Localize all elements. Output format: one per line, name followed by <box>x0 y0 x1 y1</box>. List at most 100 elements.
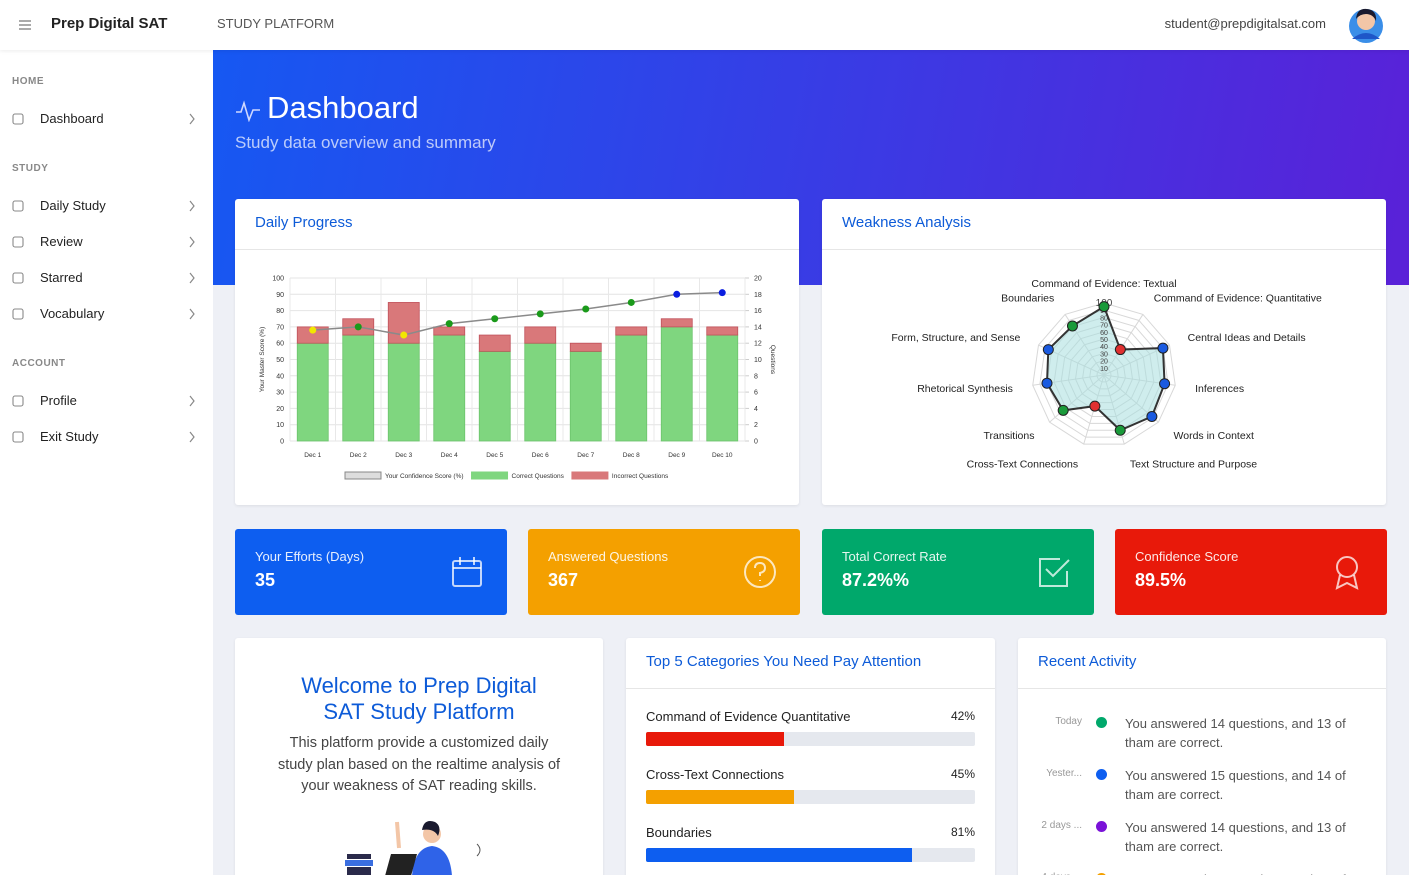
chevron <box>189 236 195 248</box>
weakness-radar: 102030405060708090100Command of Evidence… <box>891 278 1322 470</box>
y-axis-label: Your Master Score (%) <box>259 327 266 393</box>
y-tick-label: 30 <box>276 390 284 397</box>
activity-time: 4 days ... <box>1018 872 1082 875</box>
radar-grid <box>1039 309 1169 438</box>
chevron-shape <box>189 200 195 212</box>
radar-tick-label: 30 <box>1100 351 1108 358</box>
menu-icon[interactable] <box>18 19 32 31</box>
y-tick-label: 0 <box>280 439 284 446</box>
bar <box>706 334 739 442</box>
nav-item[interactable]: Exit Study <box>0 419 213 455</box>
progress-track <box>646 848 975 862</box>
chevron-shape <box>189 236 195 248</box>
y-tick-label: 20 <box>276 406 284 413</box>
y2-tick-label: 16 <box>754 308 762 315</box>
y-tick-label: 100 <box>272 276 284 283</box>
radar-label: Cross-Text Connections <box>967 458 1078 470</box>
bar <box>478 334 511 352</box>
nav-item[interactable]: Daily Study <box>0 188 213 224</box>
y-tick-label: 60 <box>276 341 284 348</box>
activity-row: Yester... You answered 15 questions, and … <box>1018 746 1386 802</box>
category-row: Cross-Text Connections 45% <box>626 747 995 805</box>
radar-point <box>1146 410 1158 422</box>
icon-shape <box>12 113 24 125</box>
x-tick-label: Dec 6 <box>532 452 549 459</box>
avatar[interactable] <box>1346 5 1386 45</box>
activity-time: Yester... <box>1046 768 1082 779</box>
x-tick-label: Dec 10 <box>712 452 733 459</box>
chevron-shape <box>189 113 195 125</box>
line-point <box>491 315 499 323</box>
nav-icon <box>12 236 24 248</box>
icon-shape <box>12 431 24 443</box>
nav-item[interactable]: Dashboard <box>0 101 213 137</box>
line-point <box>445 320 453 328</box>
y2-tick-label: 4 <box>754 406 758 413</box>
activity-row: 4 days ... You answered 12 questions, and… <box>1018 850 1386 875</box>
icon-shape <box>12 236 24 248</box>
radar-label: Transitions <box>984 430 1035 442</box>
bar <box>524 326 557 344</box>
activity-dot <box>1096 717 1107 728</box>
legend-label: Your Confidence Score (%) <box>385 473 464 480</box>
y2-axis-label: Questions <box>769 345 776 375</box>
icon-shape <box>12 200 24 212</box>
radar-point <box>1066 320 1078 332</box>
brand[interactable]: Prep Digital SAT <box>51 15 168 32</box>
line <box>312 291 723 336</box>
radar-tick-label: 20 <box>1100 359 1108 366</box>
nav-icon <box>12 200 24 212</box>
bar <box>569 350 602 442</box>
x-tick-label: Dec 5 <box>486 452 503 459</box>
y2-tick-label: 8 <box>754 373 758 380</box>
nav-item[interactable]: Review <box>0 224 213 260</box>
progress-track <box>646 732 975 746</box>
y-tick-label: 90 <box>276 292 284 299</box>
radar-label: Central Ideas and Details <box>1188 332 1306 344</box>
line-point <box>718 289 726 297</box>
nav-item[interactable]: Profile <box>0 383 213 419</box>
bar <box>660 318 693 328</box>
user-email[interactable]: student@prepdigitalsat.com <box>1164 16 1326 31</box>
activity-text: You answered 14 questions, and 13 of tha… <box>1125 716 1346 750</box>
radar-tick-label: 60 <box>1100 330 1108 337</box>
bar <box>569 342 602 352</box>
radar-tick-label: 70 <box>1100 323 1108 330</box>
y-tick-label: 50 <box>276 357 284 364</box>
section-title: STUDY <box>12 163 49 174</box>
category-percent: 42% <box>950 709 975 723</box>
welcome-text: This platform provide a customized daily… <box>277 735 561 794</box>
weakness-card: Weakness Analysis 102030405060708090100C… <box>822 199 1386 505</box>
radar-point <box>1159 378 1171 390</box>
nav-item[interactable]: Vocabulary <box>0 296 213 332</box>
section-title: HOME <box>12 76 44 87</box>
stat-card: Total Correct Rate 87.2%% <box>822 529 1094 615</box>
bar <box>615 326 648 336</box>
daily-progress-card: Daily Progress 0 10 20 30 40 50 60 70 80 90 100 0 2 4… <box>235 199 799 505</box>
stat-value: 87.2%% <box>842 570 910 590</box>
radar-label: Command of Evidence: Quantitative <box>1154 293 1322 305</box>
y2-tick-label: 2 <box>754 422 758 429</box>
card-title: Weakness Analysis <box>822 199 1386 250</box>
page-subtitle: Study data overview and summary <box>235 133 496 152</box>
category-row: Boundaries 81% <box>626 805 995 863</box>
bar <box>524 342 557 442</box>
line-point <box>309 326 317 334</box>
radar-label: Rhetorical Synthesis <box>917 383 1013 395</box>
y2-tick-label: 0 <box>754 439 758 446</box>
card-title: Top 5 Categories You Need Pay Attention <box>626 638 995 689</box>
stat-icon <box>452 557 482 587</box>
activity-card: Recent Activity Today You answered 14 que… <box>1018 638 1386 875</box>
y2-tick-label: 20 <box>754 276 762 283</box>
bar <box>342 334 375 442</box>
icon-shape <box>1335 574 1359 590</box>
radar-point <box>1089 400 1101 412</box>
line-point <box>582 305 590 313</box>
nav-icon <box>12 395 24 407</box>
radar-label: Words in Context <box>1174 430 1254 442</box>
chevron <box>189 113 195 125</box>
x-tick-label: Dec 9 <box>668 452 685 459</box>
bar <box>296 342 329 442</box>
activity-text: You answered 14 questions, and 13 of tha… <box>1125 820 1346 854</box>
nav-item[interactable]: Starred <box>0 260 213 296</box>
